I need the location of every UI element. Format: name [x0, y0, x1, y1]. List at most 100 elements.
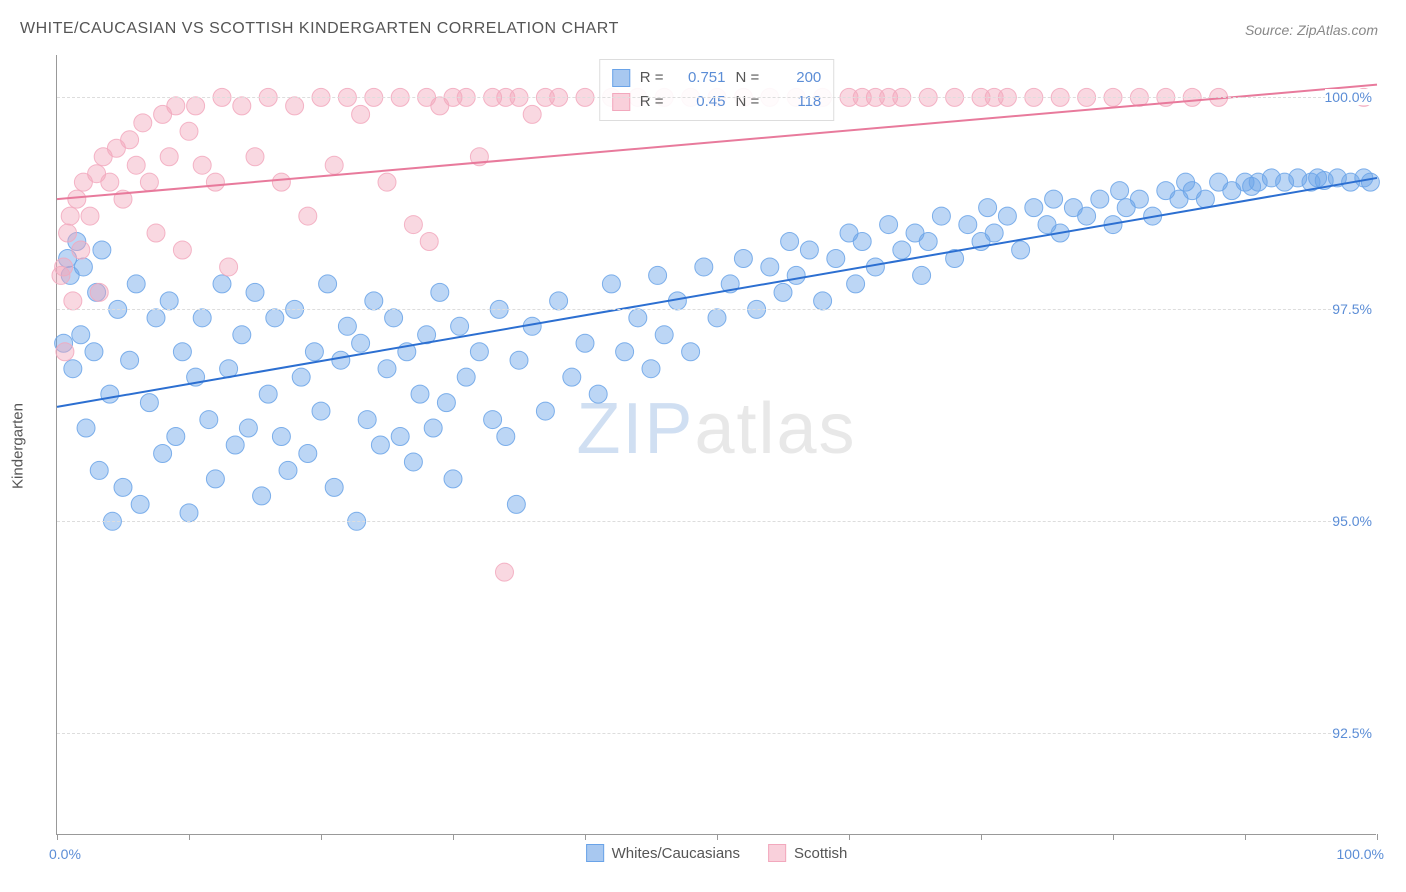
data-point	[226, 436, 244, 454]
data-point	[220, 258, 238, 276]
x-tick	[321, 834, 322, 840]
grid-line	[57, 521, 1376, 522]
data-point	[985, 224, 1003, 242]
data-point	[536, 402, 554, 420]
data-point	[299, 444, 317, 462]
data-point	[913, 266, 931, 284]
data-point	[292, 368, 310, 386]
data-point	[847, 275, 865, 293]
data-point	[239, 419, 257, 437]
data-point	[437, 394, 455, 412]
data-point	[68, 190, 86, 208]
data-point	[167, 428, 185, 446]
chart-title: WHITE/CAUCASIAN VS SCOTTISH KINDERGARTEN…	[20, 20, 619, 38]
data-point	[1111, 182, 1129, 200]
data-point	[325, 156, 343, 174]
data-point	[338, 317, 356, 335]
data-point	[682, 343, 700, 361]
data-point	[77, 419, 95, 437]
data-point	[325, 478, 343, 496]
data-point	[404, 216, 422, 234]
data-point	[510, 351, 528, 369]
data-point	[457, 368, 475, 386]
data-point	[259, 385, 277, 403]
data-point	[85, 343, 103, 361]
data-point	[424, 419, 442, 437]
plot-area: ZIPatlas R = 0.751 N = 200 R = 0.45 N = …	[56, 55, 1376, 835]
data-point	[55, 258, 73, 276]
stats-n-1: 200	[769, 66, 821, 90]
legend: Whites/Caucasians Scottish	[586, 844, 848, 862]
stats-r-label: R =	[640, 66, 664, 90]
data-point	[589, 385, 607, 403]
data-point	[90, 283, 108, 301]
y-tick-label: 95.0%	[1332, 513, 1378, 529]
data-point	[59, 224, 77, 242]
data-point	[642, 360, 660, 378]
y-tick-label: 100.0%	[1325, 89, 1378, 105]
legend-swatch-1	[586, 844, 604, 862]
data-point	[649, 266, 667, 284]
data-point	[193, 156, 211, 174]
data-point	[160, 148, 178, 166]
data-point	[246, 283, 264, 301]
data-point	[312, 402, 330, 420]
stats-row-2: R = 0.45 N = 118	[612, 90, 822, 114]
stats-row-1: R = 0.751 N = 200	[612, 66, 822, 90]
data-point	[959, 216, 977, 234]
data-point	[147, 224, 165, 242]
data-point	[431, 283, 449, 301]
data-point	[246, 148, 264, 166]
data-point	[616, 343, 634, 361]
data-point	[305, 343, 323, 361]
chart-svg	[57, 55, 1376, 834]
legend-item-2: Scottish	[768, 844, 847, 862]
legend-label-2: Scottish	[794, 845, 847, 862]
data-point	[497, 428, 515, 446]
data-point	[134, 114, 152, 132]
data-point	[979, 199, 997, 217]
data-point	[213, 275, 231, 293]
data-point	[253, 487, 271, 505]
data-point	[800, 241, 818, 259]
data-point	[853, 233, 871, 251]
grid-line	[57, 733, 1376, 734]
data-point	[233, 326, 251, 344]
data-point	[352, 334, 370, 352]
data-point	[563, 368, 581, 386]
data-point	[173, 241, 191, 259]
data-point	[352, 105, 370, 123]
data-point	[411, 385, 429, 403]
data-point	[470, 343, 488, 361]
data-point	[358, 411, 376, 429]
data-point	[695, 258, 713, 276]
data-point	[378, 360, 396, 378]
data-point	[893, 241, 911, 259]
x-tick	[1113, 834, 1114, 840]
data-point	[774, 283, 792, 301]
data-point	[200, 411, 218, 429]
data-point	[404, 453, 422, 471]
data-point	[167, 97, 185, 115]
data-point	[880, 216, 898, 234]
data-point	[629, 309, 647, 327]
stats-n-2: 118	[769, 90, 821, 114]
data-point	[81, 207, 99, 225]
data-point	[1025, 199, 1043, 217]
data-point	[121, 131, 139, 149]
data-point	[507, 495, 525, 513]
x-tick	[1377, 834, 1378, 840]
data-point	[56, 343, 74, 361]
legend-item-1: Whites/Caucasians	[586, 844, 740, 862]
data-point	[272, 428, 290, 446]
data-point	[154, 444, 172, 462]
data-point	[127, 275, 145, 293]
y-axis-title: Kindergarten	[10, 403, 27, 489]
legend-label-1: Whites/Caucasians	[612, 845, 740, 862]
data-point	[233, 97, 251, 115]
data-point	[180, 122, 198, 140]
data-point	[266, 309, 284, 327]
swatch-series-2	[612, 93, 630, 111]
data-point	[781, 233, 799, 251]
data-point	[378, 173, 396, 191]
